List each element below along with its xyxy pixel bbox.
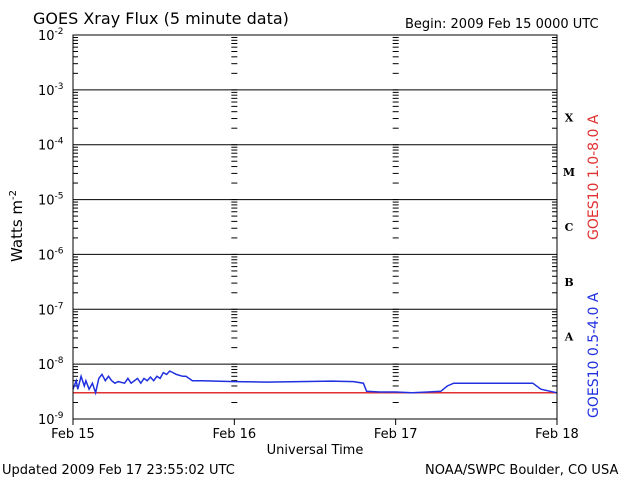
y-axis-label-exp: -2 bbox=[8, 190, 19, 200]
source-credit: NOAA/SWPC Boulder, CO USA bbox=[425, 463, 618, 478]
series-lines bbox=[73, 371, 557, 393]
x-tick-labels: Feb 15 Feb 16 Feb 17 Feb 18 bbox=[51, 427, 579, 442]
y-tick-label: 10-4 bbox=[38, 137, 64, 154]
y-axis-label-main: Watts m bbox=[8, 200, 26, 262]
day-boundary-ticks bbox=[73, 38, 557, 425]
flare-class-label: A bbox=[564, 331, 574, 344]
x-axis-label: Universal Time bbox=[267, 443, 364, 458]
flare-class-label: B bbox=[564, 276, 573, 289]
chart-title: GOES Xray Flux (5 minute data) bbox=[33, 9, 289, 28]
y-tick-label: 10-7 bbox=[38, 301, 64, 318]
legend-series-long: GOES10 1.0-8.0 A bbox=[586, 114, 602, 240]
x-tick-label: Feb 16 bbox=[212, 427, 256, 442]
y-tick-label: 10-2 bbox=[38, 27, 64, 44]
y-tick-label: 10-3 bbox=[38, 82, 64, 99]
y-tick-label: 10-6 bbox=[38, 246, 64, 263]
x-tick-label: Feb 17 bbox=[374, 427, 418, 442]
grid-lines bbox=[73, 38, 557, 403]
legend-series-short: GOES10 0.5-4.0 A bbox=[586, 292, 602, 418]
plot-frame bbox=[73, 35, 557, 419]
updated-timestamp: Updated 2009 Feb 17 23:55:02 UTC bbox=[2, 463, 235, 478]
begin-label: Begin: 2009 Feb 15 0000 UTC bbox=[405, 17, 599, 32]
x-tick-label: Feb 18 bbox=[535, 427, 579, 442]
x-tick-label: Feb 15 bbox=[51, 427, 95, 442]
y-tick-label: 10-5 bbox=[38, 192, 64, 209]
y-tick-labels: 10-2 10-3 10-4 10-5 10-6 10-7 10-8 10-9 bbox=[38, 27, 64, 428]
flare-class-labels: X M C B A bbox=[563, 111, 575, 343]
series-line-short bbox=[73, 371, 557, 393]
flare-class-label: M bbox=[563, 166, 575, 179]
y-axis-label: Watts m-2 bbox=[8, 190, 26, 262]
flare-class-label: X bbox=[565, 111, 574, 124]
y-tick-label: 10-9 bbox=[38, 411, 64, 428]
flare-class-label: C bbox=[565, 221, 574, 234]
y-tick-label: 10-8 bbox=[38, 356, 64, 373]
